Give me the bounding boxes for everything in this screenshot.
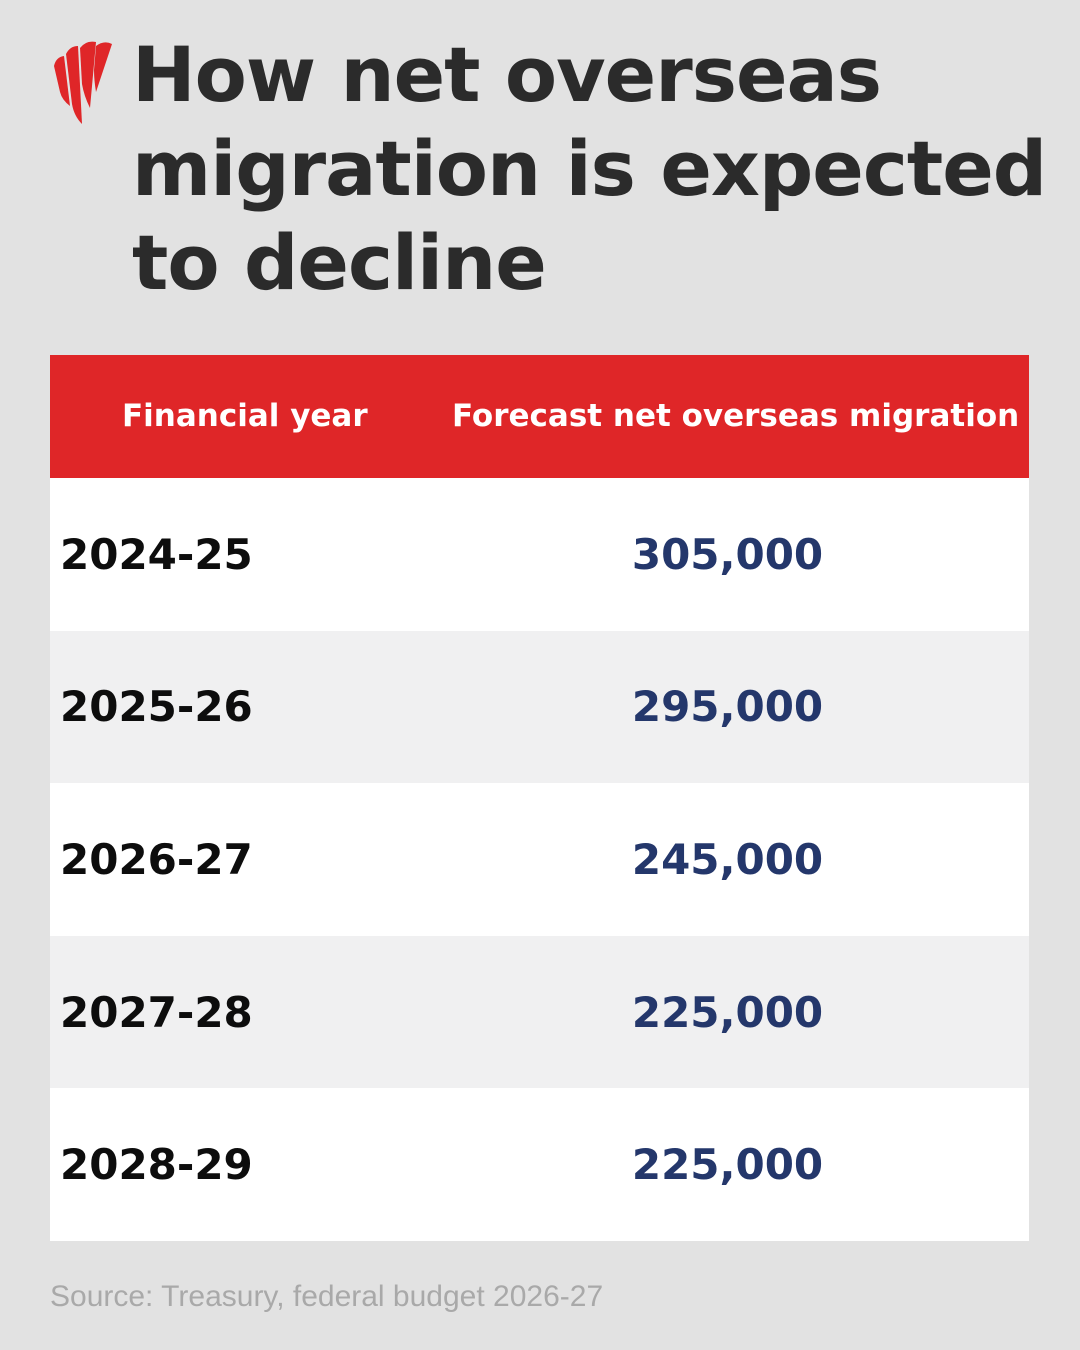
- table-row: 2027-28 225,000: [50, 935, 1029, 1089]
- column-header-financial-year: Financial year: [122, 398, 368, 434]
- column-header-forecast-nom: Forecast net overseas migration: [452, 398, 1020, 434]
- sbs-flame-icon: [54, 41, 112, 124]
- flame-stroke-3: [80, 41, 96, 108]
- page-title: How net overseas migration is expected t…: [132, 30, 1047, 307]
- value-cell: 225,000: [631, 1140, 824, 1190]
- value-cell: 295,000: [631, 682, 824, 732]
- year-cell: 2026-27: [60, 834, 253, 884]
- table-row: 2024-25 305,000: [50, 478, 1029, 631]
- source-note: Source: Treasury, federal budget 2026-27: [50, 1280, 604, 1313]
- table-header: Financial year Forecast net overseas mig…: [50, 355, 1029, 478]
- year-cell: 2024-25: [60, 529, 253, 579]
- flame-stroke-4: [94, 42, 112, 92]
- year-cell: 2028-29: [60, 1140, 253, 1190]
- table-row: 2028-29 225,000: [50, 1088, 1029, 1241]
- table-row: 2026-27 245,000: [50, 783, 1029, 936]
- value-cell: 305,000: [631, 529, 824, 579]
- flame-stroke-2: [66, 46, 82, 124]
- flame-stroke-1: [54, 56, 70, 106]
- table-row: 2025-26 295,000: [50, 630, 1029, 784]
- year-cell: 2025-26: [60, 682, 253, 732]
- migration-table: Financial year Forecast net overseas mig…: [50, 355, 1029, 1241]
- value-cell: 225,000: [631, 987, 824, 1037]
- value-cell: 245,000: [631, 834, 824, 884]
- year-cell: 2027-28: [60, 987, 253, 1037]
